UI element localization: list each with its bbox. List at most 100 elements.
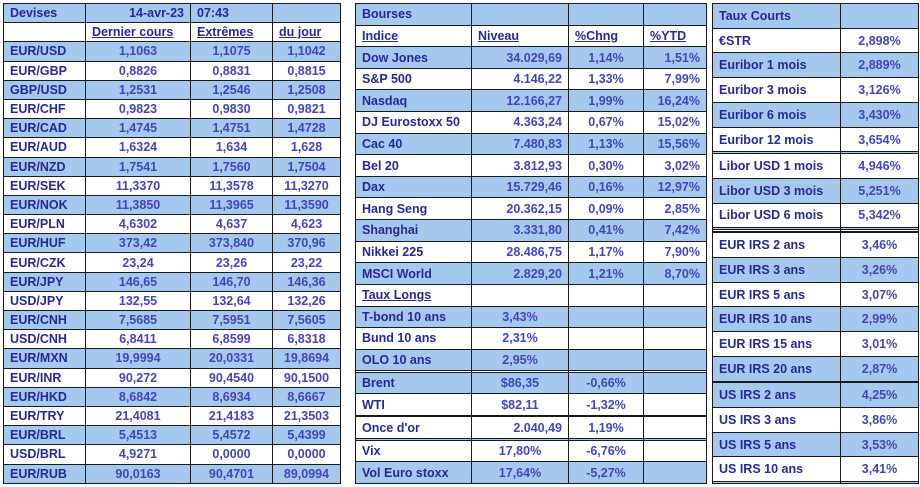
table-row: EUR IRS 15 ans 3,01% (712, 331, 919, 357)
day-price-cell: 8,6667 (272, 386, 341, 407)
ytd-cell (643, 283, 707, 307)
table-row: EUR/RUB 90,0163 90,4701 89,0994 (3, 463, 341, 484)
rate-value-cell: 2,99% (840, 306, 919, 333)
table-row: Taux Longs (355, 283, 707, 307)
last-price-cell: 5,4513 (85, 425, 191, 446)
table-row: EUR IRS 3 ans 3,26% (712, 256, 919, 283)
rate-value-cell: 4,25% (840, 382, 919, 408)
pair-label-cell: EUR/HUF (3, 233, 86, 254)
index-label-cell: Bel 20 (355, 154, 472, 177)
change-cell: 0,67% (568, 111, 644, 134)
table-row: USD/BRL 4,9271 0,0000 0,0000 (3, 444, 341, 465)
instrument-label-cell: Euribor 12 mois (712, 126, 841, 153)
extreme-price-cell: 90,4701 (190, 463, 273, 484)
instrument-label-cell: Euribor 1 mois (712, 52, 841, 79)
extreme-price-cell: 7,5951 (190, 309, 273, 331)
pair-label-cell: EUR/CNH (3, 309, 86, 331)
table-row (712, 481, 919, 484)
index-label-cell: T-bond 10 ans (355, 305, 472, 329)
table-row: WTI $82,11 -1,32% (355, 393, 707, 417)
index-label-cell: OLO 10 ans (355, 348, 472, 372)
taux-courts-title-row: Taux Courts (712, 3, 919, 29)
index-label-cell: MSCI World (355, 262, 472, 285)
table-row (355, 437, 707, 441)
pair-label-cell: EUR/CAD (3, 118, 86, 139)
pair-label-cell: EUR/BRL (3, 425, 86, 446)
table-row: Libor USD 6 mois 5,342% (712, 202, 919, 229)
table-row: EUR IRS 2 ans 3,46% (712, 232, 919, 258)
index-label-cell: Nikkei 225 (355, 240, 472, 264)
pair-label-cell: USD/CNH (3, 329, 86, 350)
day-price-cell: 89,0994 (272, 463, 341, 484)
instrument-label-cell: EUR IRS 20 ans (712, 355, 841, 382)
table-row: Libor USD 3 mois 5,251% (712, 177, 919, 204)
day-price-cell: 6,8318 (272, 329, 341, 350)
table-row: EUR/NZD 1,7541 1,7560 1,7504 (3, 156, 341, 177)
day-price-cell: 21,3503 (272, 405, 341, 427)
table-row: Vix 17,80% -6,76% (355, 439, 707, 463)
last-price-cell: 19,9994 (85, 348, 191, 369)
change-cell: 0,30% (568, 154, 644, 177)
rate-value-cell: 3,53% (840, 431, 919, 458)
table-row: EUR/INR 90,272 90,4540 90,1500 (3, 367, 341, 388)
ytd-cell: 7,42% (643, 219, 707, 242)
day-price-cell: 1,628 (272, 137, 341, 158)
index-label-cell: WTI (355, 393, 472, 417)
devises-header-row: Dernier cours Extrêmes du jour (3, 22, 341, 43)
extreme-price-cell: 1,1075 (190, 41, 273, 62)
last-price-cell: 0,8826 (85, 60, 191, 81)
rate-value-cell (840, 481, 919, 484)
table-row: Dax 15.729,46 0,16% 12,97% (355, 175, 707, 199)
bourses-table: Bourses Indice Niveau %Chng %YTD Dow Jon… (355, 3, 707, 484)
instrument-label-cell: Libor USD 1 mois (712, 153, 841, 179)
table-row (355, 370, 707, 374)
last-price-cell: 11,3370 (85, 175, 191, 196)
table-row: Nasdaq 12.166,27 1,99% 16,24% (355, 89, 707, 113)
level-cell: 2.829,20 (471, 262, 569, 285)
col-header-dernier-cours: Dernier cours (85, 22, 191, 43)
level-cell: 2,95% (471, 348, 569, 372)
day-price-cell: 0,0000 (272, 444, 341, 465)
ytd-cell (643, 393, 707, 417)
report-time: 07:43 (190, 2, 273, 24)
index-label-cell: S&P 500 (355, 67, 472, 91)
change-cell: 1,99% (568, 89, 644, 113)
table-row: EUR IRS 5 ans 3,07% (712, 281, 919, 308)
level-cell: 7.480,83 (471, 132, 569, 156)
pair-label-cell: GBP/USD (3, 79, 86, 100)
table-row: T-bond 10 ans 3,43% (355, 305, 707, 329)
day-price-cell: 5,4399 (272, 425, 341, 446)
table-row: Nikkei 225 28.486,75 1,17% 7,90% (355, 240, 707, 264)
change-cell: 1,19% (568, 416, 644, 440)
rate-value-cell: 4,946% (840, 153, 919, 179)
instrument-label-cell: US IRS 5 ans (712, 431, 841, 458)
rate-value-cell: 2,898% (840, 27, 919, 54)
devises-table: Devises 14-avr-23 07:43 Dernier cours Ex… (3, 2, 341, 484)
change-cell: -5,27% (568, 461, 644, 484)
pair-label-cell: EUR/SEK (3, 175, 86, 196)
col-header-du-jour: du jour (272, 22, 341, 43)
table-row: Bel 20 3.812,93 0,30% 3,02% (355, 154, 707, 177)
table-row: EUR/USD 1,1063 1,1075 1,1042 (3, 41, 341, 62)
table-row: DJ Eurostoxx 50 4.363,24 0,67% 15,02% (355, 111, 707, 134)
pair-label-cell: EUR/AUD (3, 137, 86, 158)
last-price-cell: 23,24 (85, 252, 191, 273)
day-price-cell: 1,7504 (272, 156, 341, 177)
col-header-niveau: Niveau (471, 24, 569, 48)
extreme-price-cell: 146,70 (190, 271, 273, 292)
pair-label-cell: EUR/HKD (3, 386, 86, 407)
day-price-cell: 1,2508 (272, 79, 341, 100)
last-price-cell: 132,55 (85, 290, 191, 312)
last-price-cell: 6,8411 (85, 329, 191, 350)
table-row: EUR/CNH 7,5685 7,5951 7,5605 (3, 309, 341, 331)
pair-label-cell: EUR/JPY (3, 271, 86, 292)
devises-title: Devises (3, 2, 86, 24)
table-row: GBP/USD 1,2531 1,2546 1,2508 (3, 79, 341, 100)
empty-cell (568, 3, 644, 26)
day-price-cell: 1,1042 (272, 41, 341, 62)
day-price-cell: 1,4728 (272, 118, 341, 139)
extreme-price-cell: 6,8599 (190, 329, 273, 350)
day-price-cell: 0,8815 (272, 60, 341, 81)
pair-label-cell: EUR/INR (3, 367, 86, 388)
